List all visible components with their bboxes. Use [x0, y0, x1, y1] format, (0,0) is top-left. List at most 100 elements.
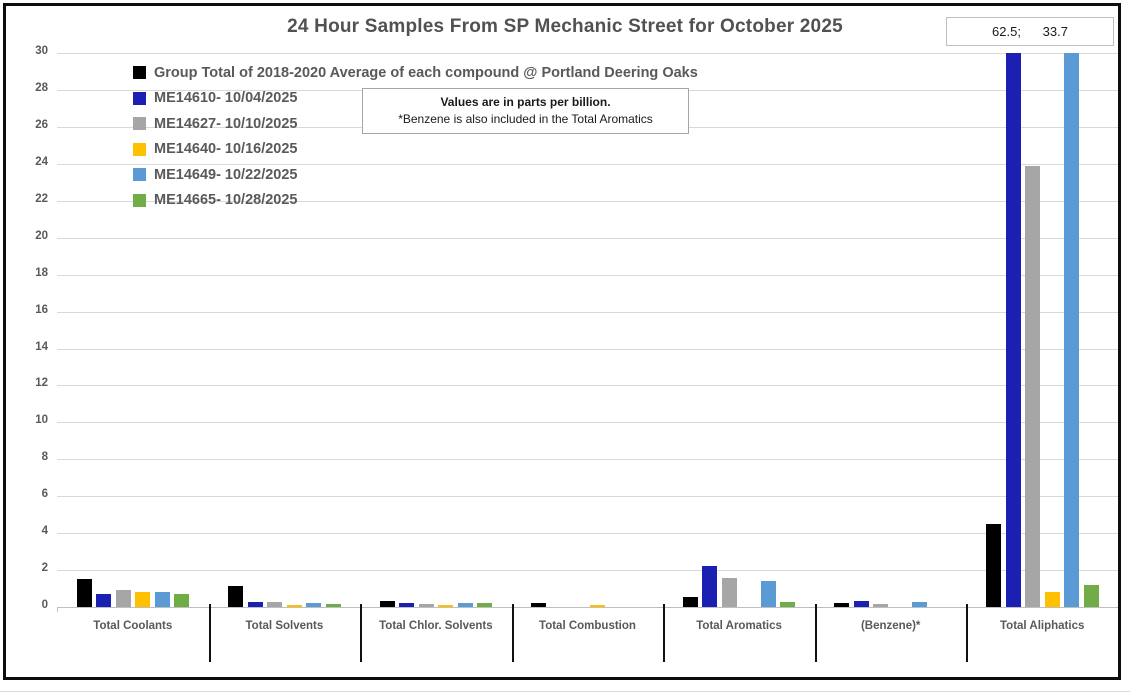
gridline — [57, 200, 1118, 202]
bar — [399, 603, 415, 607]
bar — [986, 523, 1001, 607]
x-category-label: Total Aliphatics — [1000, 620, 1085, 632]
y-tick-label: 30 — [35, 45, 48, 57]
bar — [702, 566, 718, 607]
gridline — [57, 533, 1118, 535]
bar — [76, 579, 92, 607]
gridline — [57, 459, 1118, 461]
y-tick-label: 4 — [41, 525, 48, 538]
bar — [325, 604, 341, 607]
note-benzene-line: *Benzene is also included in the Total A… — [398, 112, 653, 126]
bar — [418, 604, 434, 607]
category-separator — [360, 604, 363, 662]
legend-swatch — [133, 91, 146, 105]
legend-label: Group Total of 2018-2020 Average of each… — [154, 64, 698, 81]
legend-item: ME14665- 10/28/2025 — [133, 188, 698, 214]
legend-swatch — [133, 117, 146, 131]
y-tick-label: 26 — [35, 118, 48, 131]
legend-swatch — [133, 66, 146, 80]
gridline — [57, 274, 1118, 276]
legend-label: ME14665- 10/28/2025 — [154, 192, 298, 209]
bar — [115, 590, 131, 607]
bar — [1005, 53, 1021, 607]
bar — [247, 601, 263, 607]
bar — [682, 596, 698, 607]
bar — [457, 603, 473, 607]
bar — [531, 603, 547, 607]
legend-item: ME14610- 10/04/2025 — [133, 86, 698, 112]
bar — [477, 603, 493, 607]
offscale-values-box: 62.5; 33.7 — [946, 17, 1114, 46]
y-tick-label: 18 — [35, 266, 48, 279]
y-tick-label: 6 — [41, 488, 48, 501]
x-category-label: Total Solvents — [245, 620, 324, 632]
legend-label: ME14627- 10/10/2025 — [154, 115, 298, 132]
bar — [96, 594, 111, 607]
y-axis-tick — [57, 607, 58, 612]
bar — [1064, 53, 1079, 607]
gridline — [57, 348, 1118, 350]
y-tick-label: 14 — [35, 340, 48, 353]
legend-swatch — [133, 142, 146, 156]
bar — [780, 601, 796, 607]
legend-label: ME14649- 10/22/2025 — [154, 166, 298, 183]
gridline — [57, 311, 1118, 313]
bar — [589, 605, 605, 607]
bar — [721, 577, 737, 607]
chart-note-box: Values are in parts per billion. *Benzen… — [362, 88, 689, 134]
chart-legend: Group Total of 2018-2020 Average of each… — [133, 60, 698, 213]
bar — [1083, 584, 1099, 607]
bar — [1025, 165, 1040, 607]
bar — [379, 600, 395, 607]
bar — [873, 604, 889, 607]
note-units-line: Values are in parts per billion. — [440, 95, 611, 109]
legend-item: Group Total of 2018-2020 Average of each… — [133, 60, 698, 86]
gridline — [57, 53, 1118, 54]
y-tick-label: 2 — [41, 562, 48, 575]
legend-swatch — [133, 193, 146, 207]
offscale-values-text: 62.5; 33.7 — [992, 24, 1068, 39]
bar — [267, 601, 283, 607]
gridline — [57, 496, 1118, 498]
gridline — [57, 163, 1118, 165]
y-tick-label: 20 — [35, 229, 48, 242]
bar — [834, 603, 850, 607]
y-tick-label: 22 — [35, 192, 48, 205]
x-category-label: (Benzene)* — [860, 620, 921, 632]
y-tick-label: 12 — [35, 377, 48, 390]
y-tick-label: 10 — [35, 414, 48, 427]
gridline — [57, 385, 1118, 387]
x-category-label: Total Coolants — [93, 620, 173, 632]
bar — [912, 602, 928, 607]
gridline — [57, 237, 1118, 239]
bar — [306, 603, 322, 607]
legend-item: ME14640- 10/16/2025 — [133, 137, 698, 163]
category-separator — [208, 604, 211, 662]
category-separator — [663, 604, 666, 662]
bottom-hairline — [0, 691, 1130, 692]
gridline — [57, 422, 1118, 424]
y-tick-label: 24 — [35, 155, 48, 168]
category-separator — [511, 604, 514, 662]
x-axis-line — [57, 607, 1118, 608]
bar — [135, 592, 150, 607]
bar — [228, 585, 244, 607]
bar — [174, 594, 189, 607]
legend-label: ME14640- 10/16/2025 — [154, 141, 298, 158]
bar — [853, 600, 869, 607]
bar — [760, 581, 776, 607]
legend-label: ME14610- 10/04/2025 — [154, 90, 298, 107]
chart-title: 24 Hour Samples From SP Mechanic Street … — [287, 16, 843, 37]
legend-swatch — [133, 168, 146, 182]
y-tick-label: 28 — [35, 81, 48, 94]
bar — [286, 605, 302, 607]
bar — [154, 592, 170, 607]
y-tick-label: 8 — [41, 451, 48, 464]
bar — [1044, 592, 1060, 607]
x-category-label: Total Combustion — [539, 620, 636, 632]
x-category-label: Total Chlor. Solvents — [379, 620, 493, 632]
gridline — [57, 570, 1118, 572]
y-tick-label: 0 — [41, 599, 48, 611]
bar — [438, 605, 454, 607]
